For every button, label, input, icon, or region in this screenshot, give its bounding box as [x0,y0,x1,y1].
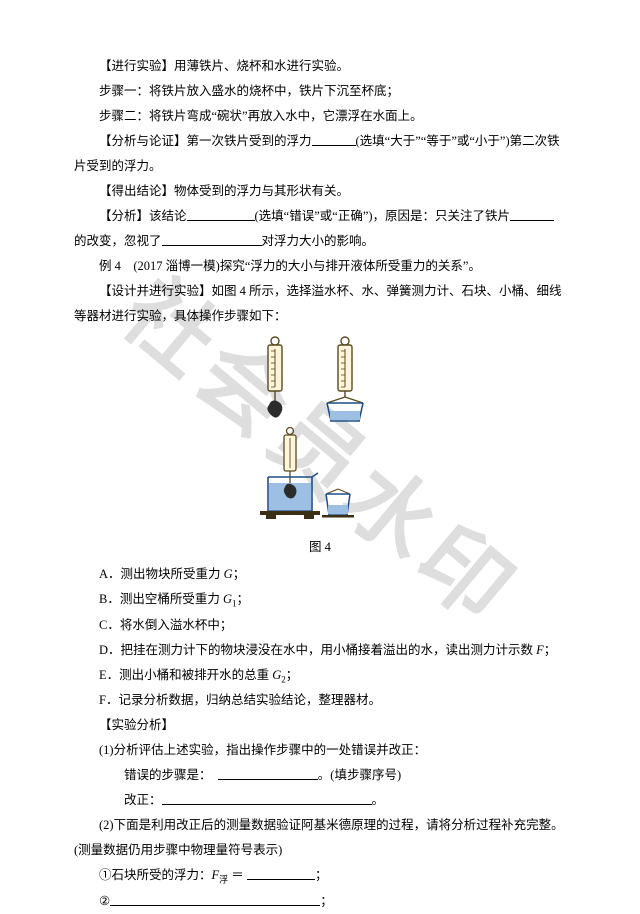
q2-2: ②； [74,889,566,914]
p6d: 的改变，忽视了 [74,234,162,248]
line-conclusion: 【得出结论】物体受到的浮力与其形状有关。 [74,179,566,204]
blank [312,131,356,146]
p6-hint: (选填“错误”或“正确”) [255,209,373,223]
blank [218,765,318,780]
blank [162,231,262,246]
p6c: ，原因是：只关注了铁片 [373,209,511,223]
step-d: D．把挂在测力计下的物块浸没在水中，用小桶接着溢出的水，读出测力计示数 F； [74,638,566,663]
step-a: A．测出物块所受重力 G； [74,562,566,587]
line-analysis-proof: 【分析与论证】第一次铁片受到的浮力(选填“大于”“等于”或“小于”)第二次铁片受… [74,129,566,179]
figure-4-svg [225,335,415,525]
figure-4: 图 4 [74,335,566,560]
analysis-heading: 【实验分析】 [74,713,566,738]
blank [510,206,554,221]
q1a: 错误的步骤是： 。(填步骤序号) [74,763,566,788]
p4-hint: (选填“大于”“等于”或“小于”) [356,134,510,148]
blank [187,206,255,221]
step-b: B．测出空桶所受重力 G1； [74,587,566,613]
blank [110,891,320,906]
q2-1: ①石块所受的浮力：F浮 ＝ ； [74,863,566,889]
steps: A．测出物块所受重力 G； B．测出空桶所受重力 G1； C．将水倒入溢水杯中；… [74,562,566,713]
figure-4-caption: 图 4 [74,535,566,560]
line-step1: 步骤一：将铁片放入盛水的烧杯中，铁片下沉至杯底； [74,79,566,104]
step-e: E．测出小桶和被排开水的总重 G2； [74,663,566,689]
q1b: 改正：。 [74,788,566,813]
line-analysis: 【分析】该结论 (选填“错误”或“正确”)，原因是：只关注了铁片 的改变，忽视了 对… [74,204,566,254]
step-c: C．将水倒入溢水杯中； [74,613,566,638]
q2: (2)下面是利用改正后的测量数据验证阿基米德原理的过程，请将分析过程补充完整。(… [74,813,566,863]
line-step2: 步骤二：将铁片弯成“碗状”再放入水中，它漂浮在水面上。 [74,104,566,129]
p6a: 【分析】该结论 [99,209,187,223]
p4a: 【分析与论证】第一次铁片受到的浮力 [99,134,312,148]
blank [162,790,372,805]
p6e: 对浮力大小的影响。 [262,234,375,248]
q1: (1)分析评估上述实验，指出操作步骤中的一处错误并改正： [74,738,566,763]
step-f: F．记录分析数据，归纳总结实验结论，整理器材。 [74,688,566,713]
example4: 例 4 (2017 淄博一模)探究“浮力的大小与排开液体所受重力的关系”。 [74,254,566,279]
blank [247,865,315,880]
line-experiment: 【进行实验】用薄铁片、烧杯和水进行实验。 [74,54,566,79]
line-design: 【设计并进行实验】如图 4 所示，选择溢水杯、水、弹簧测力计、石块、小桶、细线等… [74,279,566,329]
